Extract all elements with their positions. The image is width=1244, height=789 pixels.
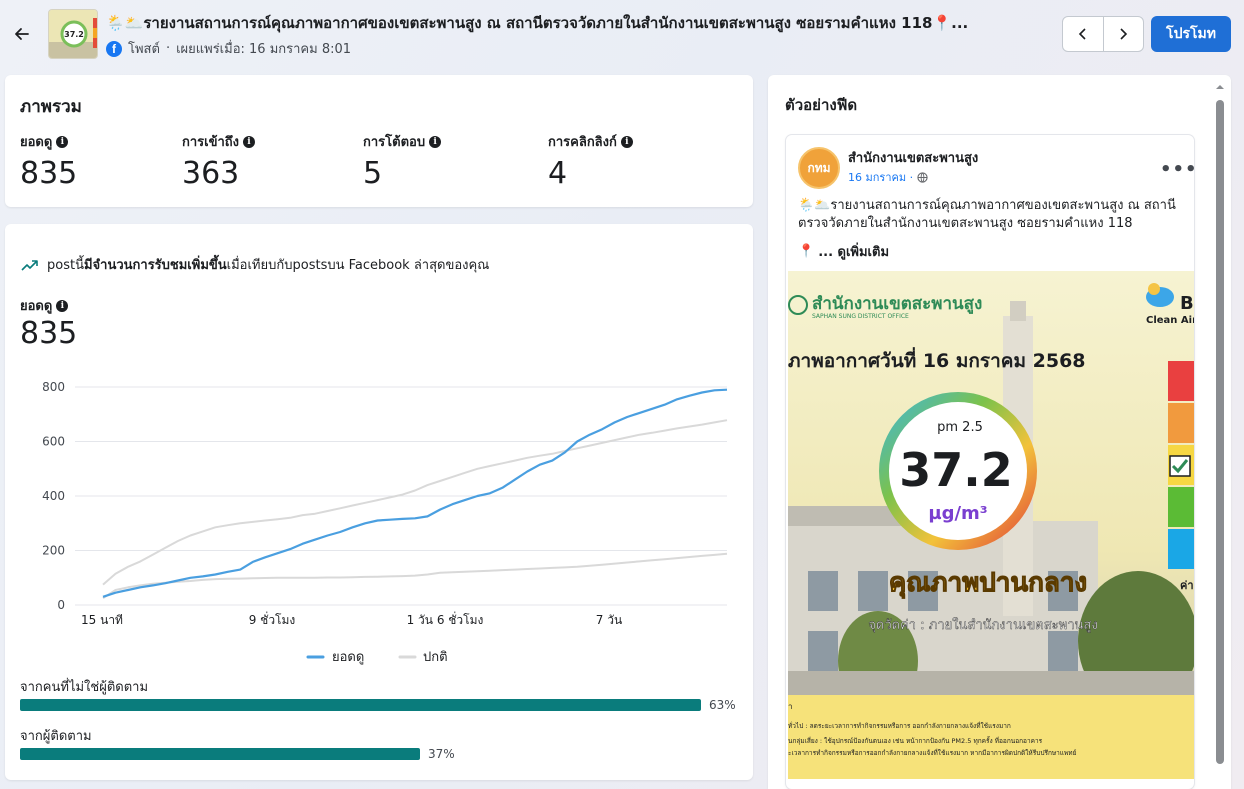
metric-value: 4 bbox=[548, 156, 568, 191]
previous-post-button[interactable] bbox=[1063, 17, 1103, 51]
metric-link-clicks: การคลิกลิงก์ i 4 bbox=[548, 131, 633, 191]
series-line bbox=[102, 552, 728, 600]
metric-views: ยอดดู i 835 bbox=[20, 131, 77, 191]
pin-icon: 📍 bbox=[798, 244, 815, 259]
preview-title: ตัวอย่างฟีด bbox=[785, 96, 858, 114]
chevron-left-icon bbox=[1078, 28, 1086, 40]
follower-label: จากผู้ติดตาม bbox=[20, 729, 92, 744]
metric-label: การคลิกลิงก์ bbox=[548, 135, 617, 150]
metric-label: ยอดดู bbox=[20, 135, 53, 150]
series-line bbox=[102, 419, 728, 586]
metric-label: การโต้ตอบ bbox=[363, 135, 426, 150]
svg-text:SAPHAN SUNG DISTRICT OFFICE: SAPHAN SUNG DISTRICT OFFICE bbox=[812, 313, 909, 320]
see-more-link[interactable]: 📍... ดูเพิ่มเติม bbox=[798, 244, 890, 260]
overview-title: ภาพรวม bbox=[20, 97, 82, 117]
views-value: 835 bbox=[20, 316, 78, 351]
y-tick-label: 400 bbox=[42, 489, 65, 503]
post-source: โพสต์ bbox=[128, 42, 160, 57]
svg-text:า: า bbox=[788, 702, 793, 711]
info-icon[interactable]: i bbox=[243, 135, 256, 148]
more-options-icon[interactable]: ••• bbox=[1160, 159, 1194, 180]
svg-text:จุดวัดค่า : ภายในสำนักงานเขตสะ: จุดวัดค่า : ภายในสำนักงานเขตสะพานสูง bbox=[868, 617, 1097, 633]
info-icon[interactable]: i bbox=[56, 135, 69, 148]
follower-percent: 37% bbox=[428, 747, 455, 761]
scroll-thumb[interactable] bbox=[1216, 100, 1224, 764]
arrow-left-icon bbox=[15, 28, 29, 40]
metric-value: 835 bbox=[20, 156, 78, 191]
y-tick-label: 0 bbox=[57, 598, 65, 612]
facebook-icon: f bbox=[106, 40, 122, 57]
metric-value: 363 bbox=[182, 156, 240, 191]
svg-text:สำนักงานเขตสะพานสูง: สำนักงานเขตสะพานสูง bbox=[812, 294, 982, 315]
post-thumbnail: 37.2 bbox=[48, 9, 98, 59]
svg-text:Clean Air: Clean Air bbox=[1146, 315, 1194, 326]
svg-text:ค่า: ค่า bbox=[1180, 579, 1194, 592]
svg-text:37.2: 37.2 bbox=[64, 30, 84, 39]
svg-text:pm 2.5: pm 2.5 bbox=[937, 420, 983, 435]
published-time: เผยแพร่เมื่อ: 16 มกราคม 8:01 bbox=[176, 42, 352, 57]
info-icon[interactable]: i bbox=[429, 135, 442, 148]
info-icon[interactable]: i bbox=[620, 135, 633, 148]
post-title: 🌦️🌥️รายงานสถานการณ์คุณภาพอากาศของเขตสะพา… bbox=[106, 14, 969, 32]
performance-insight: postนี้มีจำนวนการรับชมเพิ่มขึ้นเมื่อเทีย… bbox=[21, 254, 489, 275]
feed-preview-card: ตัวอย่างฟีด กทม สำนักงานเขตสะพานสูง 16 ม… bbox=[768, 75, 1231, 789]
views-chart-card: postนี้มีจำนวนการรับชมเพิ่มขึ้นเมื่อเทีย… bbox=[5, 224, 753, 780]
y-tick-label: 200 bbox=[42, 544, 65, 558]
x-tick-label: 7 วัน bbox=[596, 613, 622, 627]
svg-text:ภาพอากาศวันที่ 16 มกราคม 2568: ภาพอากาศวันที่ 16 มกราคม 2568 bbox=[788, 347, 1086, 372]
metric-label: การเข้าถึง bbox=[182, 135, 240, 150]
views-label-row: ยอดดู i bbox=[20, 295, 69, 316]
preview-scrollbar[interactable] bbox=[1213, 82, 1227, 766]
insight-prefix: postนี้ bbox=[47, 258, 84, 273]
svg-text:37.2: 37.2 bbox=[899, 443, 1013, 497]
post-image[interactable]: สำนักงานเขตสะพานสูง SAPHAN SUNG DISTRICT… bbox=[788, 271, 1194, 779]
back-button[interactable] bbox=[10, 22, 34, 46]
series-line bbox=[102, 388, 728, 598]
y-tick-label: 800 bbox=[42, 380, 65, 394]
x-tick-label: 15 นาที bbox=[81, 613, 123, 627]
post-date: 16 มกราคม · bbox=[848, 168, 928, 186]
svg-text:ะเวลาการทำกิจกรรมหรือการออกกำล: ะเวลาการทำกิจกรรมหรือการออกกำลังกายกลางแ… bbox=[788, 748, 1077, 757]
chevron-right-icon bbox=[1120, 28, 1128, 40]
metric-value: 5 bbox=[363, 156, 383, 191]
non-follower-label: จากคนที่ไม่ใช่ผู้ติดตาม bbox=[20, 680, 149, 695]
y-tick-label: 600 bbox=[42, 435, 65, 449]
legend-label-normal: ปกติ bbox=[423, 650, 448, 665]
x-tick-label: 1 วัน 6 ชั่วโมง bbox=[407, 611, 484, 627]
svg-text:µg/m³: µg/m³ bbox=[928, 503, 987, 524]
non-follower-percent: 63% bbox=[709, 698, 736, 712]
post-text: 🌦️🌥️รายงานสถานการณ์คุณภาพอากาศของเขตสะพา… bbox=[798, 198, 1176, 231]
svg-text:B: B bbox=[1180, 293, 1194, 314]
follower-bar bbox=[20, 748, 420, 760]
scroll-up-icon[interactable] bbox=[1213, 82, 1227, 92]
svg-text:นกลุ่มเสี่ยง : ใช้อุปกรณ์ป้องก: นกลุ่มเสี่ยง : ใช้อุปกรณ์ป้องกันตนเอง เช… bbox=[788, 736, 1043, 745]
metric-interactions: การโต้ตอบ i 5 bbox=[363, 131, 442, 191]
promote-button[interactable]: โปรโมท bbox=[1151, 16, 1231, 52]
post-meta: f โพสต์ · เผยแพร่เมื่อ: 16 มกราคม 8:01 bbox=[106, 38, 351, 59]
page-avatar[interactable]: กทม bbox=[798, 147, 840, 189]
insight-suffix: เมื่อเทียบกับpostsบน Facebook ล่าสุดของค… bbox=[226, 258, 490, 273]
post-navigation bbox=[1062, 16, 1144, 52]
globe-icon bbox=[917, 171, 928, 183]
overview-card: ภาพรวม ยอดดู i 835 การเข้าถึง i 363 การโต้… bbox=[5, 75, 753, 207]
preview-post: กทม สำนักงานเขตสะพานสูง 16 มกราคม · ••• … bbox=[786, 135, 1194, 789]
non-follower-bar bbox=[20, 699, 701, 711]
info-icon[interactable]: i bbox=[56, 299, 69, 312]
trending-up-icon bbox=[21, 259, 38, 271]
page-name[interactable]: สำนักงานเขตสะพานสูง bbox=[848, 151, 979, 166]
insight-highlight: มีจำนวนการรับชมเพิ่มขึ้น bbox=[83, 258, 227, 273]
legend-label-views: ยอดดู bbox=[332, 650, 364, 665]
x-tick-label: 9 ชั่วโมง bbox=[249, 611, 296, 627]
svg-text:คุณภาพปานกลาง: คุณภาพปานกลาง bbox=[889, 568, 1087, 599]
next-post-button[interactable] bbox=[1102, 17, 1144, 51]
views-label: ยอดดู bbox=[20, 299, 53, 314]
post-header: 37.2 🌦️🌥️รายงานสถานการณ์คุณภาพอากาศของเข… bbox=[0, 0, 1244, 68]
views-line-chart: 0 200 400 600 800 15 นาที 9 ชั่วโมง 1 วัน 6 ชั่… bbox=[42, 380, 728, 665]
svg-text:ทั่วไป : ลดระยะเวลาการทำกิจกรร: ทั่วไป : ลดระยะเวลาการทำกิจกรรมหรือการ อ… bbox=[788, 721, 1011, 730]
metric-reach: การเข้าถึง i 363 bbox=[182, 131, 256, 191]
